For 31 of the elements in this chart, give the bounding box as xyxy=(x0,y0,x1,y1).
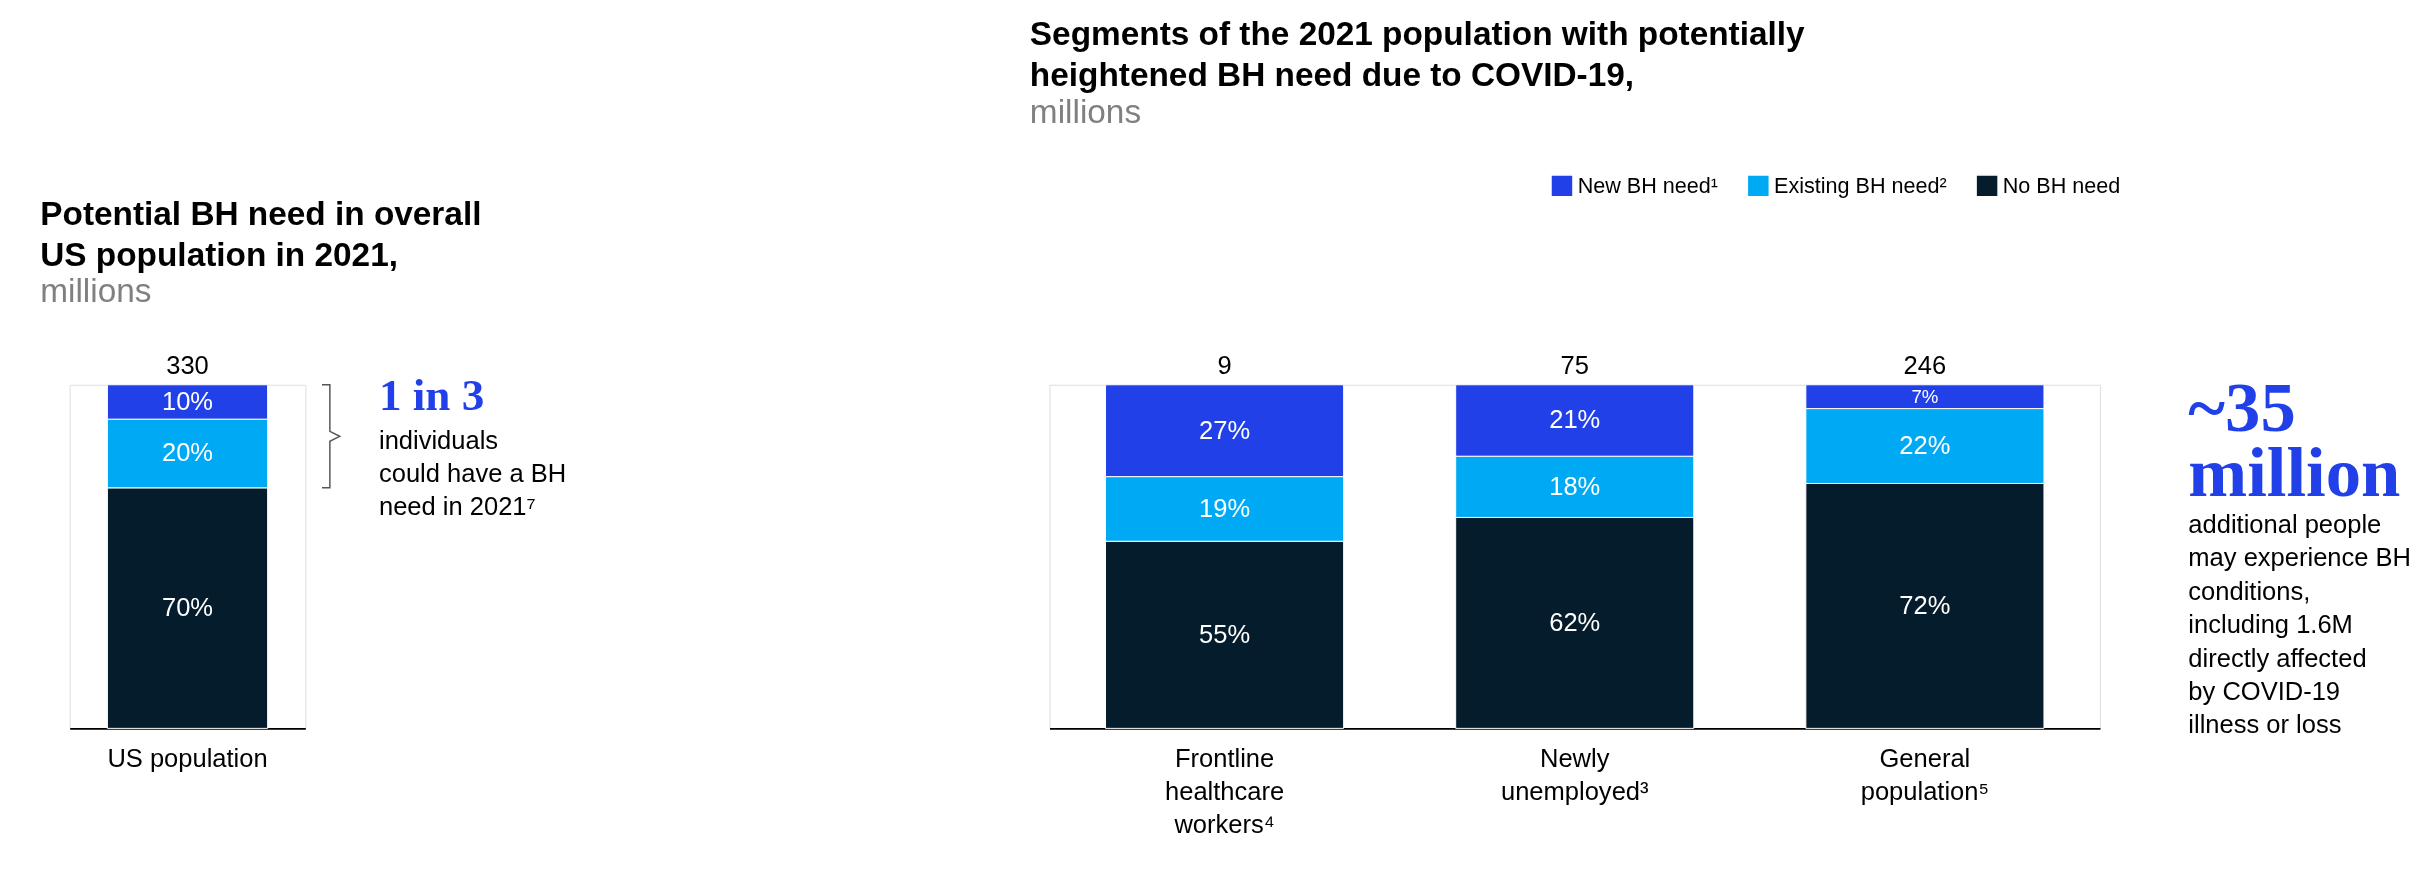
chart-subtitle: millions xyxy=(1029,92,1142,130)
data-label: 18% xyxy=(1549,471,1601,500)
data-label: 72% xyxy=(1899,590,1951,619)
legend-label: Existing BH need² xyxy=(1774,172,1947,198)
chart-subtitle: millions xyxy=(40,272,152,310)
data-label: 10% xyxy=(161,386,214,415)
chart-title: Segments of the 2021 population with potentially heightened BH need due to COVID-19, xyxy=(1029,15,1806,94)
data-label: 27% xyxy=(1199,415,1251,444)
text: individuals could have a BH need in 2021⁷ xyxy=(378,425,567,521)
annotation: 9 xyxy=(1217,350,1232,379)
data-label: 22% xyxy=(1899,430,1951,459)
text: additional people may experience BH conditions, including 1.6M directly affected by COVID-19 illness or loss xyxy=(2188,510,2411,739)
data-label: 21% xyxy=(1549,405,1601,434)
annotation: 75 xyxy=(1560,350,1589,379)
text: ~35 million xyxy=(2188,367,2401,511)
data-label: 19% xyxy=(1199,493,1251,522)
annotation: 330 xyxy=(166,350,209,379)
x-tick-label: Frontline healthcare workers⁴ xyxy=(1165,743,1285,839)
annotation: 246 xyxy=(1903,350,1947,379)
x-tick-label: General population⁵ xyxy=(1860,743,1990,806)
chart-title: Potential BH need in overall US population in 2021, xyxy=(40,194,482,273)
data-label: 55% xyxy=(1199,619,1251,648)
x-tick-label: Newly unemployed³ xyxy=(1500,743,1649,806)
data-label: 70% xyxy=(161,592,214,621)
text: 1 in 3 xyxy=(378,370,485,421)
data-label: 62% xyxy=(1549,607,1601,636)
legend-label: New BH need¹ xyxy=(1577,172,1719,198)
legend-label: No BH need xyxy=(2002,172,2121,198)
data-label: 7% xyxy=(1911,385,1939,407)
x-tick-label: US population xyxy=(107,743,268,772)
data-label: 20% xyxy=(161,438,214,467)
